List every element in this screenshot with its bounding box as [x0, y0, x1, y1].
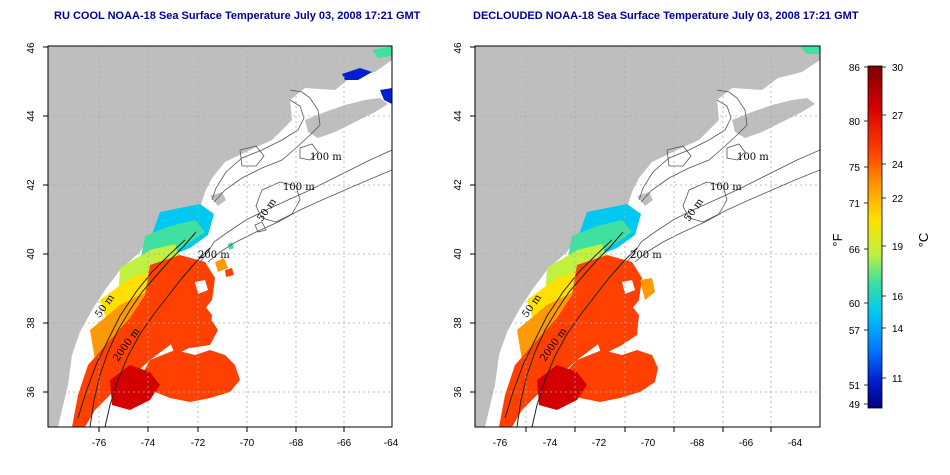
lat-tick-label: 42: [26, 179, 37, 191]
lat-tick-label: 42: [453, 179, 464, 191]
colorbar-gradient: [867, 65, 883, 409]
lat-tick-label: 36: [453, 386, 464, 398]
land-mass: [732, 98, 815, 138]
contour-label: 100 m: [310, 152, 342, 163]
contour-label: 100 m: [710, 182, 742, 193]
land-mass: [210, 192, 226, 206]
bathymetry-contours: [626, 89, 820, 263]
fahrenheit-tick-label: 60: [849, 299, 861, 310]
lon-tick-label: -70: [641, 438, 656, 449]
sst-data: [499, 46, 820, 427]
lon-tick-label: -68: [690, 438, 705, 449]
fahrenheit-tick-label: 75: [849, 163, 861, 174]
lon-tick-label: -74: [543, 438, 558, 449]
lon-tick-label: -74: [141, 438, 156, 449]
right-map-panel: 100 m 100 m 50 m 200 m 50 m 2000 m: [453, 42, 821, 449]
lon-tick-label: -72: [191, 438, 206, 449]
celsius-tick-label: 19: [892, 242, 904, 253]
celsius-unit-label: °C: [916, 233, 931, 248]
contour-label: 200 m: [630, 250, 662, 261]
map-frame: [474, 45, 821, 428]
celsius-tick-label: 30: [892, 63, 904, 74]
lat-tick-label: 46: [26, 42, 37, 54]
lat-tick-label: 36: [26, 386, 37, 398]
graticule: [48, 46, 392, 427]
lon-tick-label: -72: [592, 438, 607, 449]
fahrenheit-tick-label: 57: [849, 326, 861, 337]
celsius-tick-label: 14: [892, 324, 904, 335]
map-frame: [47, 45, 393, 428]
land-mass: [475, 46, 820, 427]
contour-label: 100 m: [283, 182, 315, 193]
lat-tick-label: 44: [453, 110, 464, 122]
lon-tick-label: -66: [739, 438, 754, 449]
lat-tick-label: 46: [453, 42, 464, 54]
land-mass: [637, 192, 653, 206]
celsius-tick-label: 22: [892, 194, 904, 205]
fahrenheit-tick-label: 66: [849, 245, 861, 256]
bathymetry-contours: [199, 89, 392, 263]
fahrenheit-tick-label: 80: [849, 117, 861, 128]
celsius-tick-label: 27: [892, 111, 904, 122]
celsius-tick-label: 24: [892, 160, 904, 171]
land-mass: [48, 46, 392, 427]
right-map-title: DECLOUDED NOAA-18 Sea Surface Temperatur…: [473, 10, 859, 22]
lon-tick-label: -68: [289, 438, 304, 449]
fahrenheit-tick-label: 51: [849, 381, 861, 392]
lat-tick-label: 38: [453, 317, 464, 329]
lon-tick-label: -64: [788, 438, 803, 449]
celsius-tick-label: 11: [892, 374, 903, 385]
lon-tick-label: -66: [337, 438, 352, 449]
left-map-title: RU COOL NOAA-18 Sea Surface Temperature …: [54, 10, 421, 22]
lon-tick-label: -76: [92, 438, 107, 449]
lon-tick-label: -70: [240, 438, 255, 449]
lat-tick-label: 40: [453, 248, 464, 260]
lat-tick-label: 44: [26, 110, 37, 122]
lon-tick-label: -76: [493, 438, 508, 449]
shelf-break-contours: [504, 231, 638, 427]
fahrenheit-tick-label: 86: [849, 63, 861, 74]
fahrenheit-unit-label: °F: [830, 233, 845, 246]
lat-tick-label: 38: [26, 317, 37, 329]
contour-label: 100 m: [737, 152, 769, 163]
graticule: [475, 46, 820, 427]
land-mass: [305, 98, 388, 138]
fahrenheit-tick-label: 49: [849, 400, 861, 411]
fahrenheit-tick-label: 71: [849, 199, 861, 210]
celsius-tick-label: 16: [892, 292, 904, 303]
lat-tick-label: 40: [26, 248, 37, 260]
left-map-panel: 100 m 100 m 50 m 200 m 50 m 2000 m: [26, 42, 399, 449]
temperature-colorbar: 86 80 75 71 66 60 57 51 49 30 27 24 22 1…: [830, 63, 931, 411]
lon-tick-label: -64: [384, 438, 399, 449]
shelf-break-contours: [77, 231, 211, 427]
contour-label: 200 m: [198, 250, 230, 261]
